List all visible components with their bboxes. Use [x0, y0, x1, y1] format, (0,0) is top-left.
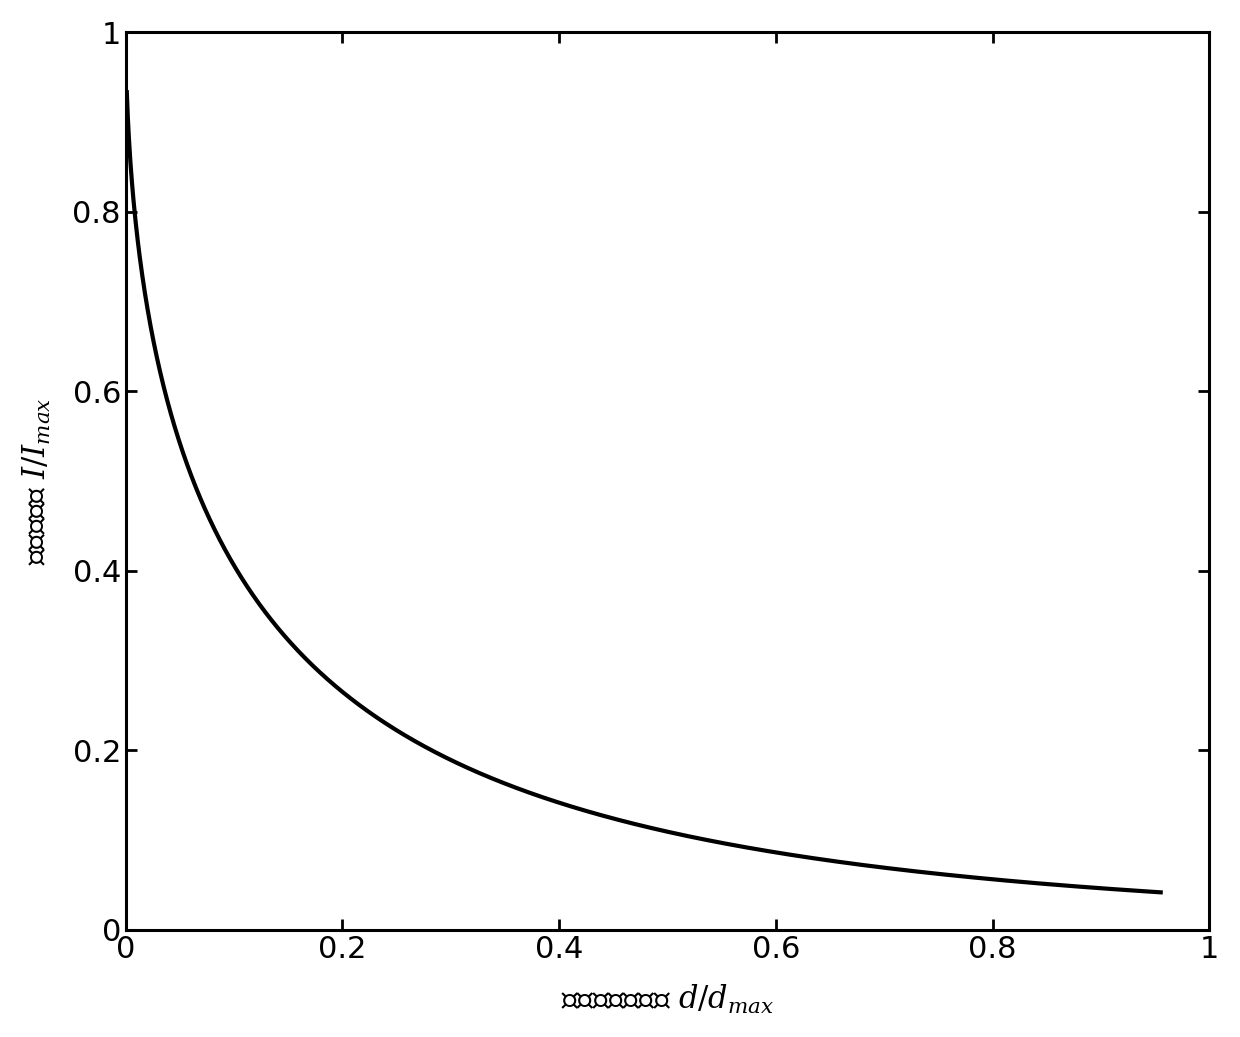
- Y-axis label: 归一化电流 $I/I_{max}$: 归一化电流 $I/I_{max}$: [21, 397, 53, 565]
- X-axis label: 归一化睷准间隙 $d/d_{max}$: 归一化睷准间隙 $d/d_{max}$: [560, 983, 774, 1016]
